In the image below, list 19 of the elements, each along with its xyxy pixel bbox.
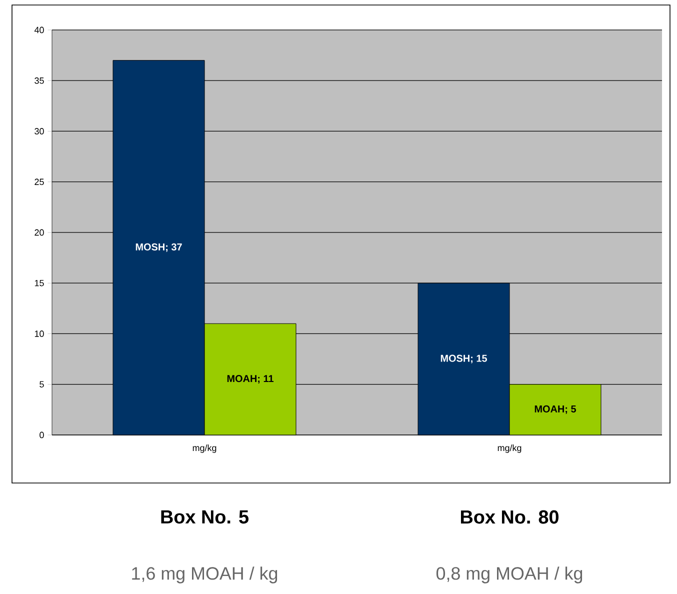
x-tick-label: mg/kg — [192, 444, 216, 453]
text: 0,8 mg MOAH / kg — [436, 566, 582, 584]
y-tick-label: 20 — [34, 229, 44, 236]
text: Box No. 80 — [460, 510, 559, 524]
y-tick-label: 30 — [34, 128, 44, 134]
y-tick-label: 15 — [34, 280, 44, 286]
text: 1,6 mg MOAH / kg — [132, 566, 278, 584]
text: Box No. 5 — [161, 510, 248, 524]
y-tick-label: 35 — [34, 77, 44, 84]
x-tick-label: mg/kg — [498, 444, 522, 453]
y-tick-label: 25 — [34, 178, 44, 186]
data-label: MOAH; 11 — [227, 375, 274, 384]
data-label: MOSH; 37 — [136, 243, 182, 252]
data-label: MOAH; 5 — [534, 405, 576, 414]
y-tick-label: 40 — [34, 26, 44, 34]
y-tick-label: 0 — [40, 432, 44, 438]
y-tick-label: 5 — [40, 381, 44, 388]
y-tick-label: 10 — [34, 330, 44, 337]
data-label: MOSH; 15 — [440, 354, 487, 364]
